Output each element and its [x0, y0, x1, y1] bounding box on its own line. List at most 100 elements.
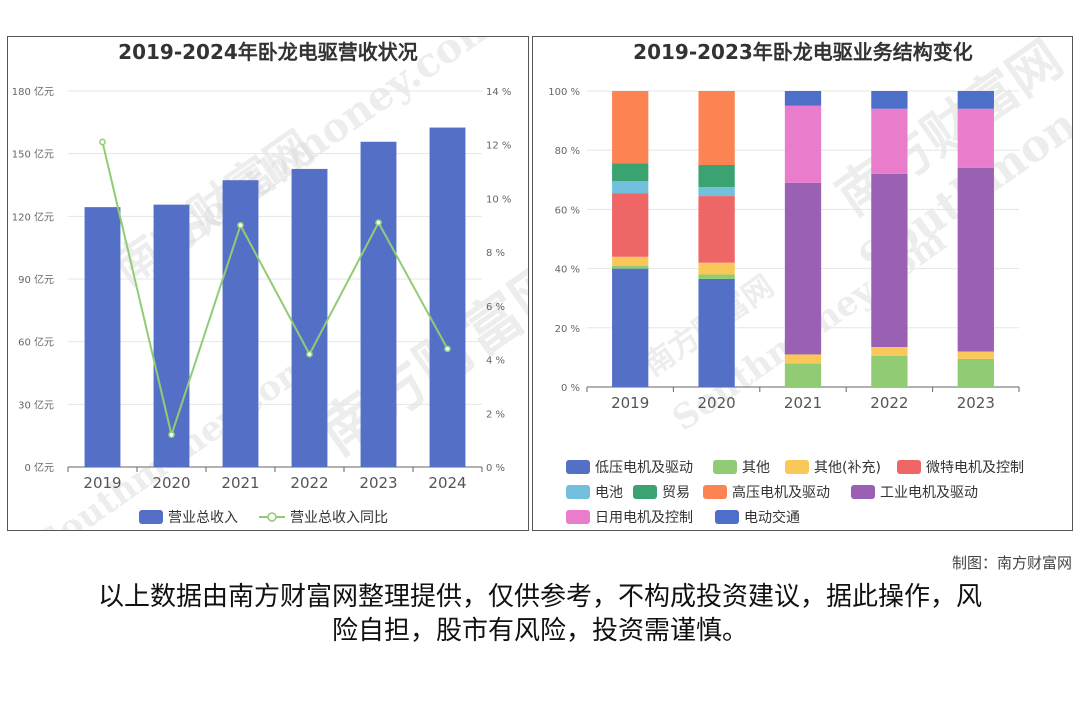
- legend-swatch: [566, 460, 590, 474]
- legend-swatch: [715, 510, 739, 524]
- disclaimer-line-1: 以上数据由南方财富网整理提供，仅供参考，不构成投资建议，据此操作，风: [97, 582, 982, 612]
- stack-segment: [612, 91, 649, 164]
- stack-segment: [784, 182, 822, 355]
- y-left-tick-label: 90 亿元: [18, 273, 54, 286]
- legend-label: 微特电机及控制: [926, 460, 1024, 476]
- y-left-tick-label: 120 亿元: [12, 210, 54, 223]
- stack-segment: [698, 274, 735, 279]
- y-left-tick-label: 60 亿元: [18, 336, 54, 349]
- x-tick-label: 2021: [221, 474, 259, 492]
- stack-segment: [957, 358, 994, 387]
- legend-label: 日用电机及控制: [595, 510, 693, 526]
- x-tick-label: 2022: [870, 394, 908, 412]
- stack-segment: [784, 354, 822, 364]
- x-tick-label: 2022: [290, 474, 328, 492]
- y-right-tick-label: 8 %: [486, 248, 505, 259]
- stack-segment: [871, 347, 908, 356]
- business-structure-chart: 南方财富网Southmoney.com南方财富网Southmoney.com20…: [548, 37, 1072, 526]
- y-tick-label: 40 %: [555, 265, 580, 276]
- legend-marker-yoy: [267, 512, 277, 522]
- yoy-point: [99, 138, 106, 146]
- legend-label-yoy: 营业总收入同比: [290, 510, 388, 526]
- stack-segment: [612, 265, 649, 269]
- y-left-tick-label: 180 亿元: [12, 85, 54, 98]
- stack-segment: [957, 91, 994, 109]
- stack-segment: [957, 108, 994, 168]
- stack-segment: [957, 167, 994, 352]
- stack-segment: [612, 163, 649, 182]
- legend-label: 电池: [595, 485, 623, 501]
- stack-segment: [612, 181, 649, 194]
- x-tick-label: 2020: [152, 474, 190, 492]
- revenue-bar: [291, 168, 328, 467]
- revenue-chart: 南方财富网Southmoney.com南方财富网Southmoney.com20…: [12, 37, 528, 530]
- legend-label: 贸易: [662, 485, 690, 501]
- x-tick-label: 2021: [784, 394, 822, 412]
- y-left-tick-label: 0 亿元: [24, 461, 54, 474]
- legend-label: 其他: [742, 460, 770, 476]
- y-tick-label: 100 %: [548, 87, 580, 98]
- x-tick-label: 2019: [83, 474, 121, 492]
- legend-label: 低压电机及驱动: [595, 460, 693, 476]
- legend-label-revenue: 营业总收入: [168, 510, 238, 526]
- x-tick-label: 2023: [359, 474, 397, 492]
- yoy-point: [306, 350, 313, 358]
- yoy-line: [101, 141, 449, 439]
- revenue-bar: [84, 207, 121, 468]
- chart-credit: 制图：南方财富网: [951, 554, 1072, 572]
- stack-segment: [784, 363, 822, 387]
- legend-swatch: [851, 485, 875, 499]
- y-right-tick-label: 12 %: [486, 141, 511, 152]
- stack-segment: [871, 108, 908, 174]
- y-right-tick-label: 6 %: [486, 302, 505, 313]
- legend-label: 工业电机及驱动: [880, 485, 978, 501]
- stack-segment: [871, 173, 908, 348]
- legend-swatch: [566, 510, 590, 524]
- revenue-bar: [153, 204, 190, 467]
- y-right-tick-label: 0 %: [486, 463, 505, 474]
- stack-segment: [612, 256, 649, 266]
- stack-segment: [784, 105, 822, 183]
- y-right-tick-label: 14 %: [486, 87, 511, 98]
- stack-segment: [698, 91, 735, 165]
- stack-segment: [612, 268, 649, 387]
- legend-swatch: [897, 460, 921, 474]
- yoy-point: [237, 221, 244, 229]
- y-left-tick-label: 150 亿元: [12, 148, 54, 161]
- stack-segment: [784, 91, 822, 106]
- stack-segment: [698, 187, 735, 197]
- y-tick-label: 80 %: [555, 146, 580, 157]
- stack-segment: [871, 91, 908, 109]
- yoy-point: [444, 345, 451, 353]
- business-structure-chart-panel: 南方财富网Southmoney.com南方财富网Southmoney.com20…: [532, 36, 1073, 531]
- legend-label: 电动交通: [744, 509, 800, 526]
- legend-swatch: [785, 460, 809, 474]
- y-tick-label: 60 %: [555, 205, 580, 216]
- legend-label: 高压电机及驱动: [732, 484, 830, 501]
- y-right-tick-label: 2 %: [486, 409, 505, 420]
- legend-swatch: [566, 485, 590, 499]
- stack-segment: [957, 351, 994, 359]
- legend-label: 其他(补充): [814, 460, 881, 476]
- y-tick-label: 20 %: [555, 324, 580, 335]
- revenue-bar: [429, 127, 466, 468]
- chart-title: 2019-2024年卧龙电驱营收状况: [118, 40, 418, 64]
- disclaimer: 以上数据由南方财富网整理提供，仅供参考，不构成投资建议，据此操作，风 险自担，股…: [0, 580, 1080, 648]
- stack-segment: [698, 262, 735, 275]
- legend-swatch-revenue: [139, 510, 163, 524]
- revenue-chart-panel: 南方财富网Southmoney.com南方财富网Southmoney.com20…: [7, 36, 529, 531]
- disclaimer-line-2: 险自担，股市有风险，投资需谨慎。: [331, 616, 748, 646]
- stack-segment: [698, 165, 735, 188]
- y-left-tick-label: 30 亿元: [18, 398, 54, 411]
- x-tick-label: 2024: [428, 474, 466, 492]
- legend-swatch: [713, 460, 737, 474]
- legend-swatch: [633, 485, 657, 499]
- stack-segment: [698, 196, 735, 263]
- x-tick-label: 2019: [611, 394, 649, 412]
- stack-segment: [698, 278, 735, 387]
- y-right-tick-label: 4 %: [486, 356, 505, 367]
- x-tick-label: 2020: [698, 394, 736, 412]
- yoy-point: [168, 431, 175, 439]
- chart-title: 2019-2023年卧龙电驱业务结构变化: [633, 40, 973, 64]
- revenue-bar: [360, 141, 397, 467]
